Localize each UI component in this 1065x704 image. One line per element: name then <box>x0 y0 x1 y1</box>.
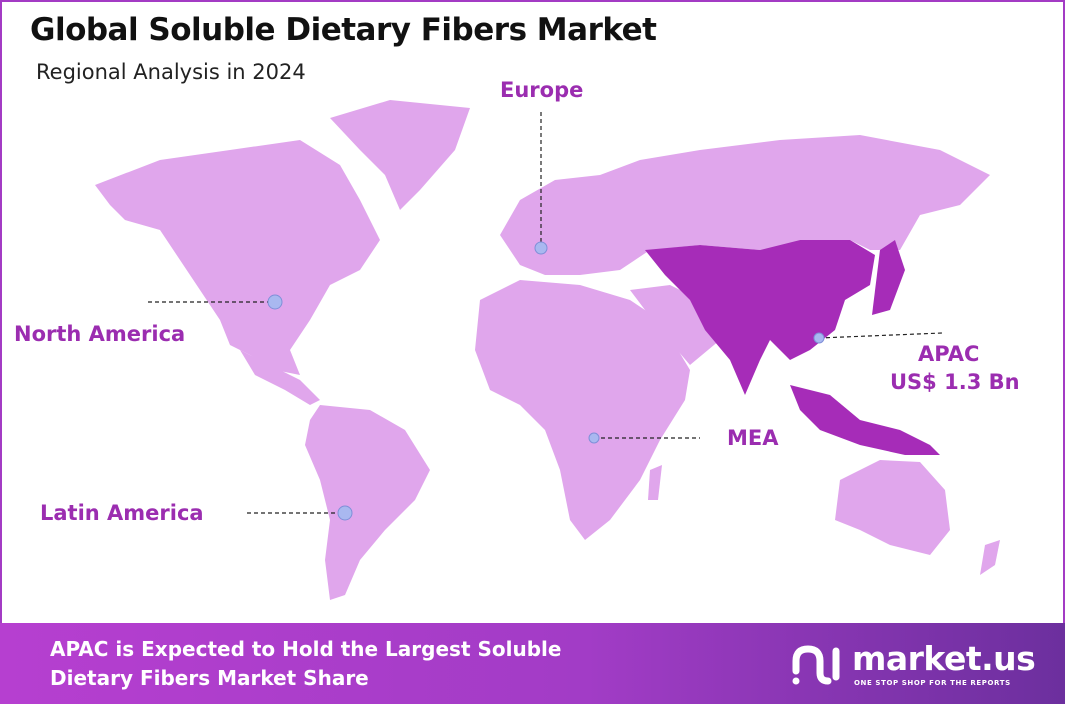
apac-leader-line <box>818 332 943 339</box>
latin-america-marker <box>337 505 353 521</box>
africa-shape <box>475 280 690 540</box>
north-america-shape <box>95 140 380 375</box>
japan-shape <box>872 240 905 315</box>
logo-mark-icon <box>792 645 840 685</box>
north-america-marker <box>267 294 283 310</box>
footer-line-2: Dietary Fibers Market Share <box>50 666 369 690</box>
madagascar-shape <box>648 465 662 500</box>
label-north-america: North America <box>14 322 186 346</box>
label-europe: Europe <box>500 78 584 102</box>
label-mea: MEA <box>727 426 779 450</box>
central-america-shape <box>240 350 320 405</box>
australia-shape <box>835 460 950 555</box>
new-zealand-shape <box>980 540 1000 575</box>
page-title: Global Soluble Dietary Fibers Market <box>30 12 657 48</box>
europe-marker <box>534 241 548 255</box>
label-apac-value: US$ 1.3 Bn <box>890 370 1020 394</box>
se-asia-islands-shape <box>790 385 940 455</box>
market-us-logo: market.us ONE STOP SHOP FOR THE REPORTS <box>790 639 1036 691</box>
greenland <box>330 100 470 210</box>
europe-russia-shape <box>500 135 990 275</box>
footer-line-1: APAC is Expected to Hold the Largest Sol… <box>50 637 562 661</box>
logo-wordmark: market.us <box>852 639 1036 678</box>
footer-text: APAC is Expected to Hold the Largest Sol… <box>50 635 561 693</box>
label-latin-america: Latin America <box>40 501 204 525</box>
label-apac: APAC <box>918 342 980 366</box>
mea-marker <box>588 432 600 444</box>
page-subtitle: Regional Analysis in 2024 <box>36 60 306 84</box>
south-america-shape <box>305 405 430 600</box>
logo-tagline: ONE STOP SHOP FOR THE REPORTS <box>854 679 1011 687</box>
apac-region-shape <box>645 240 875 395</box>
footer-banner: APAC is Expected to Hold the Largest Sol… <box>0 623 1065 704</box>
apac-marker <box>813 332 825 344</box>
